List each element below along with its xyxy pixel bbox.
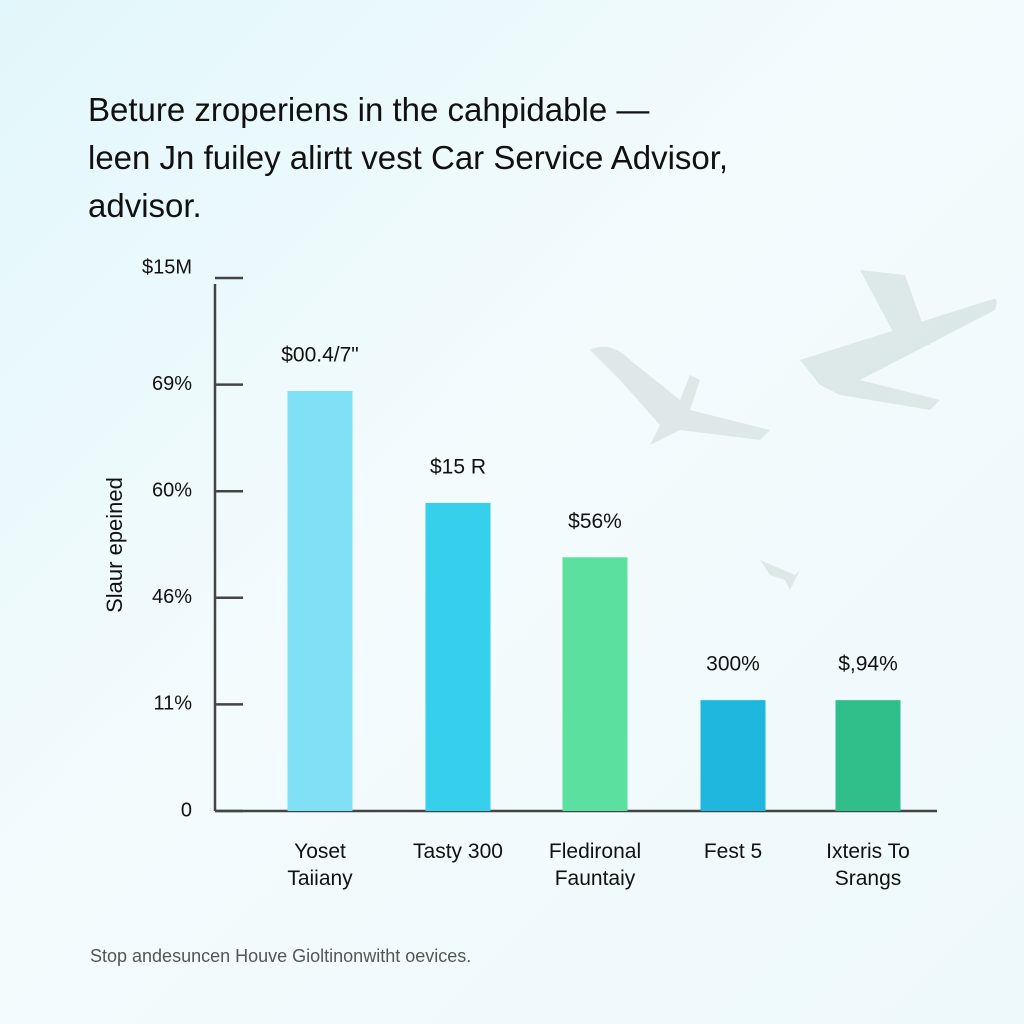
y-axis-label: Slaur epeined (102, 477, 127, 613)
y-tick-label: 60% (152, 479, 192, 501)
value-label: 300% (706, 653, 760, 676)
bar (287, 390, 353, 811)
value-label: $,94% (838, 653, 898, 676)
x-tick-label: Yoset Taiiany (287, 840, 353, 890)
value-label: $56% (568, 510, 622, 533)
y-tick-label: 69% (152, 373, 192, 395)
bar (835, 700, 901, 811)
x-tick-label: Tasty 300 (413, 840, 503, 863)
value-label: $00.4/7" (281, 344, 359, 367)
y-tick-label: 0 (181, 799, 192, 821)
x-tick-label: Ixteris To Srangs (826, 840, 910, 890)
decor-planes (590, 270, 997, 590)
y-tick-label: $15M (142, 256, 192, 278)
footnote: Stop andesuncen Houve Gioltinonwitht oev… (90, 946, 472, 966)
chart-title: Beture zroperiens in the cahpidable — le… (88, 91, 729, 224)
y-tick-label: 11% (153, 693, 192, 715)
bar (562, 557, 628, 811)
bar (700, 700, 766, 811)
x-tick-label: Fledironal Fauntaiy (549, 840, 641, 890)
x-tick-label: Fest 5 (704, 840, 762, 863)
bar (425, 502, 491, 811)
value-label: $15 R (430, 455, 486, 478)
y-tick-label: 46% (152, 586, 192, 608)
